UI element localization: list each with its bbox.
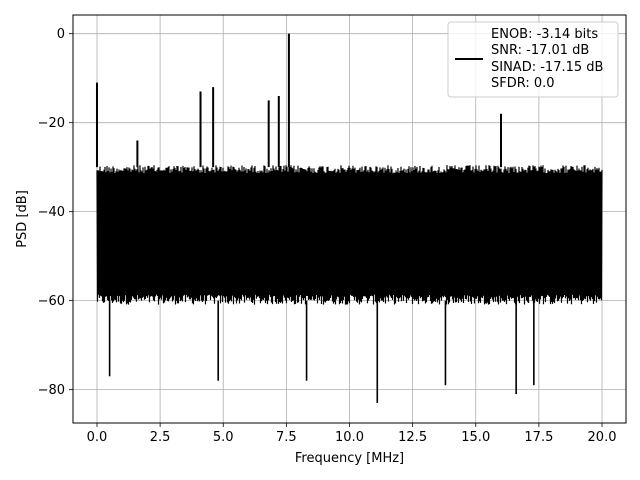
x-tick-label: 15.0 <box>461 430 490 445</box>
x-tick-label: 5.0 <box>213 430 234 445</box>
x-tick-label: 7.5 <box>276 430 297 445</box>
psd-trace <box>96 165 603 305</box>
y-tick-label: −80 <box>38 383 65 398</box>
y-tick-label: −60 <box>38 294 65 309</box>
y-axis-label: PSD [dB] <box>15 190 30 248</box>
y-axis: 0 −20 −40 −60 −80 <box>38 27 73 398</box>
x-tick-label: 10.0 <box>335 430 364 445</box>
legend-line-sfdr: SFDR: 0.0 <box>491 76 555 91</box>
legend: ENOB: -3.14 bits SNR: -17.01 dB SINAD: -… <box>447 21 619 98</box>
x-axis: 0.0 2.5 5.0 7.5 10.0 12.5 15.0 17.5 20.0 <box>87 423 617 445</box>
y-tick-label: −20 <box>38 116 65 131</box>
psd-series <box>95 33 603 403</box>
y-tick-label: 0 <box>57 27 65 42</box>
x-tick-label: 20.0 <box>588 430 617 445</box>
legend-line-snr: SNR: -17.01 dB <box>491 43 589 58</box>
x-tick-label: 2.5 <box>150 430 171 445</box>
x-tick-label: 12.5 <box>398 430 427 445</box>
y-tick-label: −40 <box>38 205 65 220</box>
legend-line-enob: ENOB: -3.14 bits <box>491 27 598 42</box>
x-axis-label: Frequency [MHz] <box>295 451 404 466</box>
legend-line-sinad: SINAD: -17.15 dB <box>491 60 603 75</box>
x-tick-label: 17.5 <box>524 430 553 445</box>
legend-box <box>447 21 619 98</box>
x-tick-label: 0.0 <box>87 430 108 445</box>
